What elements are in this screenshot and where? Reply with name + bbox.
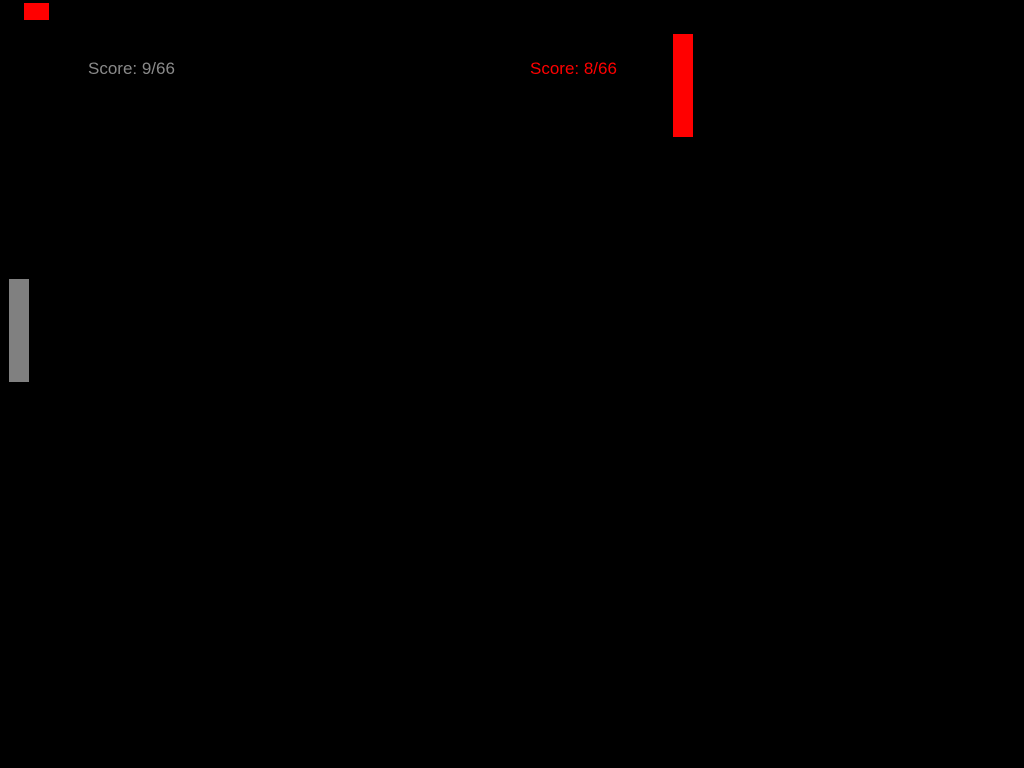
left-player-score: Score: 9/66 xyxy=(88,59,175,78)
left-paddle[interactable] xyxy=(9,279,29,382)
right-player-score: Score: 8/66 xyxy=(530,59,617,78)
ball xyxy=(24,3,49,20)
right-paddle xyxy=(673,34,693,137)
